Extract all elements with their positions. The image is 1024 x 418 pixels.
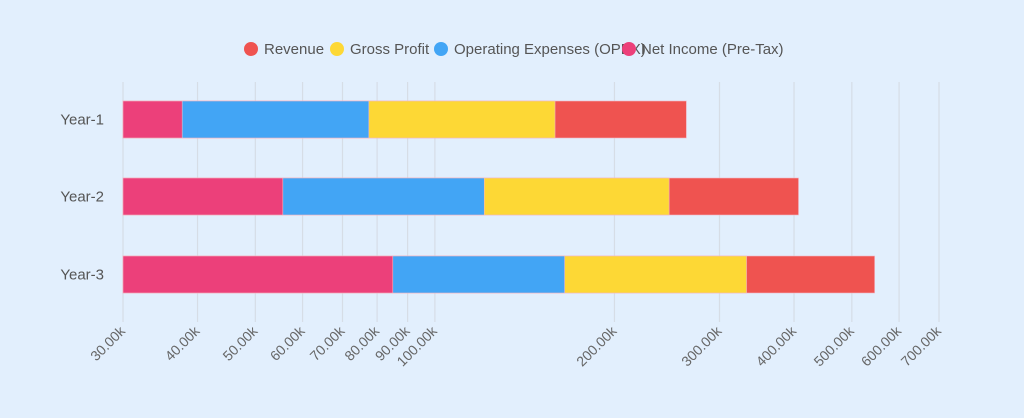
legend: Revenue Gross Profit Operating Expenses (O…	[244, 41, 784, 58]
x-tick-label: 400.00k	[753, 322, 800, 369]
x-tick-label: 600.00k	[858, 322, 905, 369]
legend-marker	[330, 42, 344, 56]
bar-net-income-pre-tax[interactable]	[122, 100, 183, 139]
category-labels: Year-1 Year-2 Year-3	[60, 112, 104, 284]
category-label: Year-2	[60, 189, 104, 206]
legend-marker	[244, 42, 258, 56]
legend-label[interactable]: Revenue	[264, 41, 324, 58]
x-tick-label: 200.00k	[573, 322, 620, 369]
legend-marker	[434, 42, 448, 56]
x-tick-label: 30.00k	[87, 322, 129, 364]
category-label: Year-1	[60, 112, 104, 129]
x-tick-label: 300.00k	[678, 322, 725, 369]
x-axis-ticks: 30.00k 40.00k 50.00k 60.00k70.00k80.00k90.0…	[87, 322, 945, 369]
legend-label[interactable]: Gross Profit	[350, 41, 430, 58]
category-label: Year-3	[60, 267, 104, 284]
x-tick-label: 40.00k	[162, 322, 204, 364]
bar-net-income-pre-tax[interactable]	[122, 177, 284, 216]
legend-marker	[622, 42, 636, 56]
x-tick-label: 60.00k	[267, 322, 309, 364]
x-tick-label: 500.00k	[810, 322, 857, 369]
bar-net-income-pre-tax[interactable]	[122, 255, 394, 294]
legend-label[interactable]: Net Income (Pre-Tax)	[641, 41, 784, 58]
legend-label[interactable]: Operating Expenses (OPEX)	[454, 41, 646, 58]
bars	[122, 100, 875, 294]
x-tick-label: 70.00k	[307, 322, 349, 364]
x-tick-label: 700.00k	[898, 322, 945, 369]
x-tick-label: 50.00k	[219, 322, 261, 364]
